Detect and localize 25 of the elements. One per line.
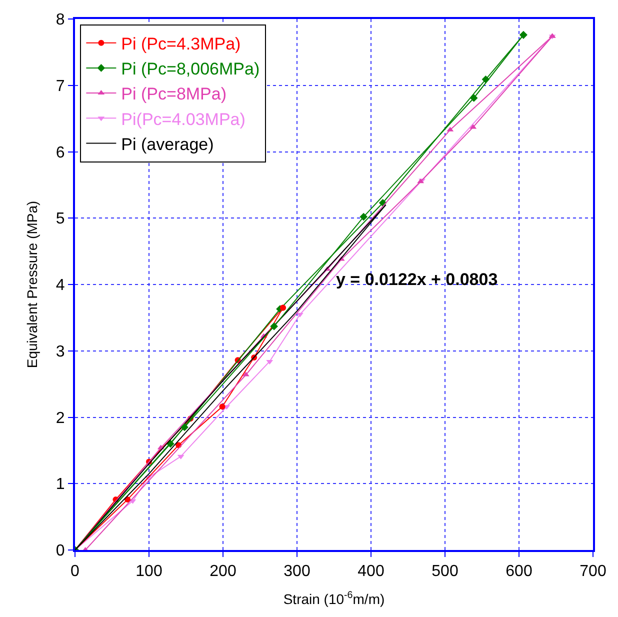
x-tick-label: 100 — [136, 563, 162, 580]
y-tick-label: 0 — [56, 542, 65, 560]
x-tick-label: 300 — [284, 563, 310, 580]
y-tick-label: 5 — [56, 210, 65, 228]
y-tick-label: 7 — [56, 78, 65, 95]
x-tick-label: 0 — [70, 563, 80, 580]
y-tick-label: 8 — [56, 12, 65, 29]
y-tick-label: 6 — [56, 144, 65, 162]
y-tick-label: 4 — [56, 277, 65, 294]
annotation: y = 0.0122x + 0.0803 — [336, 270, 498, 289]
x-tick-label: 600 — [506, 563, 532, 580]
x-axis-title: Strain (10$^{-6}$m/m) — [283, 590, 385, 607]
y-tick-label: 1 — [56, 476, 65, 494]
x-tick-label: 500 — [432, 563, 458, 580]
legend-label: Pi(Pc=4.03MPa) — [121, 110, 246, 129]
x-tick-label: 200 — [210, 563, 236, 580]
legend-label: Pi (Pc=8,006MPa) — [121, 60, 260, 79]
y-tick-label: 2 — [56, 410, 65, 427]
y-axis-title: Equivalent Pressure (MPa) — [24, 200, 40, 368]
y-tick-label: 3 — [56, 343, 65, 360]
legend-label: Pi (Pc=8MPa) — [121, 84, 227, 104]
legend-label: Pi (average) — [121, 134, 214, 154]
x-tick-label: 400 — [358, 563, 384, 580]
x-tick-label: 700 — [580, 563, 606, 580]
legend-label: Pi (Pc=4.3MPa) — [121, 34, 241, 54]
